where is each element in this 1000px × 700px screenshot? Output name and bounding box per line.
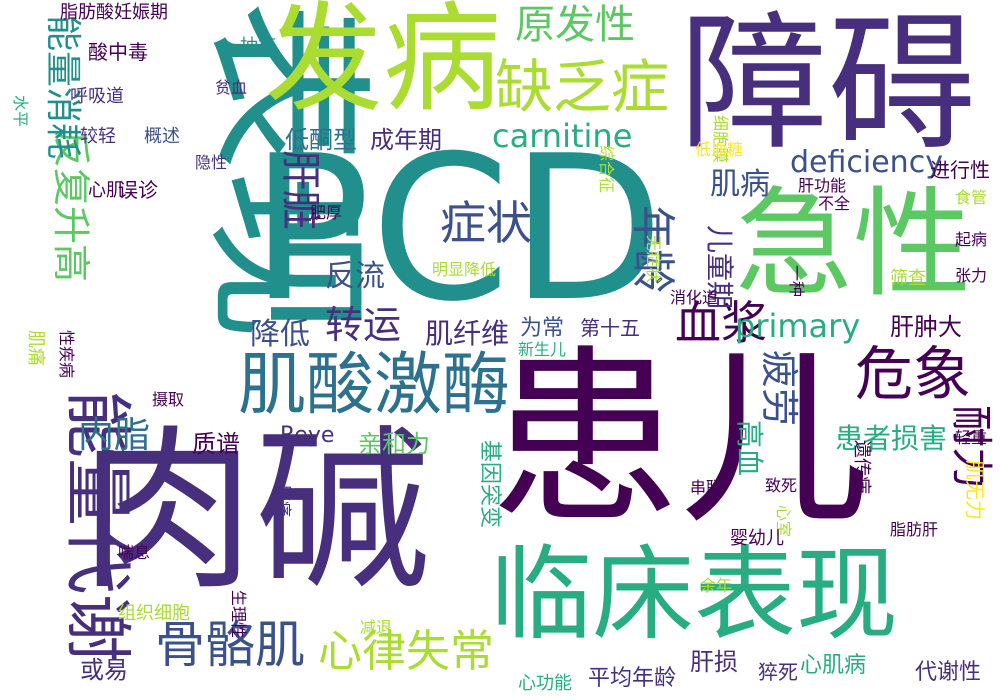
word-xingongneng: 心功能 — [518, 673, 572, 694]
word-zuzhi: 组织细胞 — [118, 603, 190, 624]
word-zhisi: 致死 — [765, 476, 798, 495]
word-sheqv: 摄取 — [152, 390, 185, 409]
word-zhifanggan: 脂肪肝 — [890, 520, 939, 539]
word-jiangdi: 肌纤维 — [425, 317, 510, 350]
word-chengnianqi: 质谱 — [192, 430, 240, 458]
word-Reye: 患者损害 — [835, 422, 948, 455]
word-fanliu: 降低 — [250, 317, 310, 352]
word-zhuanyun: 内脂 — [78, 415, 151, 456]
word-chuanxi: 喘息 — [118, 543, 151, 562]
word-shenglixing: 生理性 — [229, 590, 248, 639]
word-weichang: 为常 — [520, 316, 565, 341]
word-zhifangsuan: 脂肪酸妊娠期 — [60, 2, 168, 23]
word-zonghezheng: 综合征 — [597, 145, 616, 194]
word-daixiexing: 代谢性 — [915, 660, 982, 685]
word-xinshenger: 新生儿 — [518, 340, 567, 359]
word-yichuanbing: 遗传病 — [851, 440, 872, 494]
word-suanzhongdu: 酸中毒 — [88, 40, 148, 64]
word-zhangli: 张力 — [955, 266, 988, 285]
word-nengliangxiaohao: 高血 — [733, 420, 766, 477]
word-shaicha: 筛查 — [890, 268, 926, 289]
word-xuejiang: 血浆 — [675, 296, 767, 350]
word-shiguan: 食管 — [955, 188, 988, 207]
word-xingjibing: 性疾病 — [57, 330, 76, 379]
word-gansun: 肝损 — [690, 648, 738, 676]
word-rouji: 肉碱 — [80, 411, 430, 614]
word-huxidao: 呼吸道 — [70, 86, 124, 107]
word-ditangxue: 低血糖 — [695, 140, 744, 159]
word-chouchu: 抽搐 — [240, 36, 276, 57]
word-ertongqi: 反流 — [325, 259, 385, 294]
word-shuiping: 水平 — [11, 95, 30, 128]
word-buquan: 不全 — [818, 194, 851, 213]
word-primary: primary — [735, 307, 861, 345]
word-zhipu: 亲和力 — [358, 430, 430, 458]
word-ganzang: 转运 — [325, 303, 402, 347]
word-qinheli: Reye — [280, 423, 335, 448]
word-chuanlian: 串联 — [690, 478, 723, 497]
word-ganzhongda: 肝肿大 — [890, 313, 962, 341]
word-yunian: 余年 — [700, 576, 733, 595]
word-pinxue: 贫血 — [215, 78, 248, 97]
word-yizhong: 一种 — [787, 265, 806, 298]
word-xinjibing: 心肌病 — [800, 653, 867, 678]
word-dishiwu: 第十五 — [580, 316, 640, 340]
word-cusi: 猝死 — [758, 660, 798, 684]
word-wuzhen: 误诊 — [118, 178, 158, 202]
word-pilao: 疲劳 — [757, 350, 801, 427]
word-deficiency: deficiency — [790, 145, 943, 180]
word-jiantui: 减退 — [360, 618, 393, 637]
word-wuzhengzhuang: 无症状 — [644, 235, 663, 284]
word-gaoxue: 肌病 — [710, 167, 770, 202]
word-qingzhong: 轻重 — [955, 428, 988, 447]
word-zhengzhuang: 症状 — [440, 196, 532, 250]
word-zhangai: 障碍 — [680, 0, 976, 170]
word-jinxingxing: 进行性 — [930, 158, 990, 182]
word-xinlv: 心律失常 — [318, 626, 494, 677]
word-huoyi: 或易 — [80, 656, 128, 684]
word-ditongxing: 成年期 — [370, 126, 442, 154]
word-weixiang: 危象 — [855, 340, 972, 408]
word-mingxian: 明显降低 — [432, 260, 497, 279]
word-pingjunnianling: 平均年龄 — [588, 666, 677, 691]
word-futong: 腹痛 — [274, 485, 293, 518]
word-jitong: 肌痛 — [25, 330, 46, 366]
word-qibing: 起病 — [955, 230, 988, 249]
word-yuanfaxing: 原发性 — [515, 2, 635, 48]
word-jiaoqing: 较轻 — [80, 126, 116, 147]
word-jixing: 急性 — [735, 175, 972, 313]
word-yinxing: 隐性 — [195, 153, 228, 172]
word-fabing: 发病 — [265, 0, 502, 128]
word-gangongneng: 肝功能 — [798, 176, 847, 195]
word-jisuanjimei: 肌酸激酶 — [238, 346, 511, 425]
word-carnitine: carnitine — [492, 117, 633, 155]
word-jiyintubian: 基因突变 — [477, 440, 502, 529]
word-gaishu: 概述 — [144, 126, 180, 147]
word-huaner: 患儿 — [490, 329, 871, 550]
word-xiaohuadao: 消化道 — [670, 288, 719, 307]
word-xinji: 心肌 — [88, 180, 124, 201]
word-PCD: PCD — [250, 113, 665, 346]
word-linchuang: 临床表现 — [490, 536, 898, 655]
word-queFazheng: 缺乏症 — [495, 53, 670, 121]
word-jiwuli: 肌无力 — [963, 460, 987, 520]
word-yingyouer: 婴幼儿 — [730, 528, 784, 549]
word-guge: 骨骼肌 — [155, 616, 305, 674]
word-jixianwei: 低酮型 — [285, 126, 357, 154]
word-feihou: 肥厚 — [310, 203, 343, 222]
